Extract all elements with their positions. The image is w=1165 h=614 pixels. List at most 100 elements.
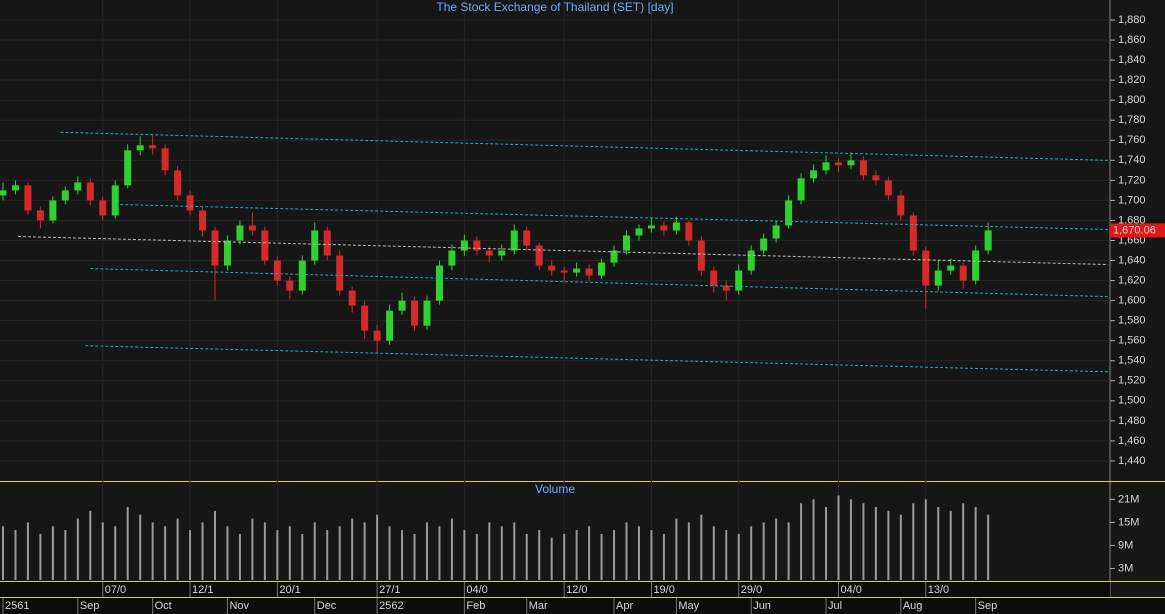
candle-body [672,222,680,231]
candle-body [747,250,755,271]
month-label: Mar [529,600,548,612]
y-tick-label: 1,740 [1118,154,1146,166]
candle-body [49,200,57,221]
channel-line [17,235,1108,266]
candle-body [722,285,730,291]
y-tick-label: 1,480 [1118,415,1146,427]
y-tick-label: 1,800 [1118,94,1146,106]
y-tick-label: 1,860 [1118,34,1146,46]
candle-body [186,195,194,211]
y-tick-label: 1,620 [1118,274,1146,286]
candle-body [199,210,207,231]
candle-body [772,225,780,239]
month-label: Sep [978,600,998,612]
candle-body [697,240,705,271]
chart-title: The Stock Exchange of Thailand (SET) [da… [436,0,673,14]
y-tick-label: 1,440 [1118,455,1146,467]
candle-body [423,300,431,326]
month-label: Sep [80,600,100,612]
candle-body [286,280,294,291]
candle-body [0,190,7,196]
candle-body [922,250,930,286]
date-label: 12/1 [192,584,213,596]
candle-body [323,230,331,256]
candle-body [411,300,419,326]
date-label: 07/0 [105,584,126,596]
date-label: 27/1 [379,584,400,596]
candle-body [498,250,506,256]
y-tick-label: 1,520 [1118,375,1146,387]
date-label: 12/0 [566,584,587,596]
y-tick-label: 1,680 [1118,214,1146,226]
candle-body [248,225,256,231]
candle-body [36,210,44,221]
candle-body [760,238,768,251]
y-tick-label: 1,580 [1118,315,1146,327]
candle-body [959,265,967,281]
candle-body [149,145,157,149]
candle-body [460,240,468,251]
y-tick-label: 1,560 [1118,335,1146,347]
month-label: Dec [317,600,337,612]
candle-body [797,178,805,201]
candle-body [685,222,693,241]
candle-body [909,215,917,251]
y-tick-label: 3M [1118,562,1133,574]
candle-body [174,170,182,196]
month-label: May [678,600,699,612]
candle-body [510,230,518,251]
candle-body [11,185,19,191]
month-label: 2561 [5,600,29,612]
candle-body [585,268,593,276]
month-label: Aug [903,600,923,612]
candle-body [859,160,867,176]
candle-body [735,270,743,291]
y-tick-label: 1,760 [1118,134,1146,146]
candle-body [884,180,892,196]
month-label: Nov [229,600,249,612]
candle-body [647,225,655,229]
month-label: Jun [753,600,771,612]
candle-body [236,225,244,241]
date-label: 19/0 [653,584,674,596]
candle-body [61,190,69,201]
candle-body [834,162,842,166]
last-price-label: 1,670.06 [1113,224,1156,236]
candle-body [435,265,443,301]
y-tick-label: 9M [1118,539,1133,551]
candle-body [348,290,356,306]
month-label: 2562 [379,600,403,612]
candle-body [972,250,980,281]
date-label: 04/0 [466,584,487,596]
candle-body [897,195,905,216]
candle-body [298,260,306,291]
candle-body [535,245,543,266]
candle-body [523,230,531,246]
y-tick-label: 1,600 [1118,295,1146,307]
candle-body [273,260,281,281]
channel-line [85,345,1108,373]
y-tick-label: 1,820 [1118,74,1146,86]
candle-body [573,268,581,273]
candle-body [623,235,630,251]
candle-body [373,330,381,341]
volume-title: Volume [535,482,575,496]
y-tick-label: 1,880 [1118,14,1146,26]
y-tick-label: 1,640 [1118,254,1146,266]
candle-body [947,265,955,271]
y-tick-label: 1,720 [1118,174,1146,186]
candle-body [74,182,82,191]
candle-body [710,270,718,286]
candle-body [660,225,668,231]
candle-body [124,150,132,186]
candle-body [984,230,992,251]
y-tick-label: 1,700 [1118,194,1146,206]
y-tick-label: 1,780 [1118,114,1146,126]
y-tick-label: 15M [1118,516,1139,528]
channel-line [115,203,1108,230]
candle-body [448,250,456,266]
y-tick-label: 1,840 [1118,54,1146,66]
